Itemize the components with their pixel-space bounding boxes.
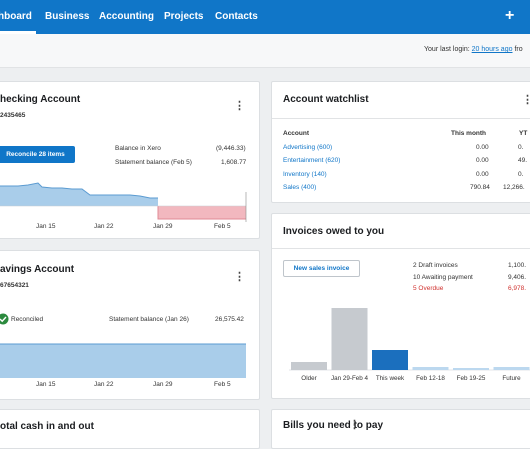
top-navigation: hboard Business Accounting Projects Cont…: [0, 0, 530, 34]
watchlist-col-account: Account: [283, 130, 309, 137]
awaiting-payment-label[interactable]: 10 Awaiting payment: [413, 274, 473, 281]
checking-positive-line: [0, 182, 158, 199]
watchlist-ytd-value: 0.: [518, 144, 524, 151]
draft-invoices-label[interactable]: 2 Draft invoices: [413, 262, 458, 269]
savings-account-number: 67654321: [0, 282, 29, 289]
watchlist-title[interactable]: Account watchlist: [283, 94, 369, 105]
watchlist-menu-icon[interactable]: ⋮: [522, 94, 530, 106]
savings-x-label: Jan 22: [94, 381, 114, 388]
bills-title[interactable]: Bills you need to pay: [283, 420, 384, 431]
watchlist-month-value: 0.00: [476, 171, 489, 178]
sub-header: [0, 34, 530, 68]
watchlist-account-link[interactable]: Sales (400): [283, 184, 317, 191]
checking-x-label: Jan 15: [36, 223, 56, 230]
watchlist-divider: [272, 118, 530, 119]
last-login-link[interactable]: 20 hours ago: [471, 46, 513, 53]
balance-in-xero-value: (9,446.33): [216, 145, 246, 152]
savings-x-label: Jan 29: [153, 381, 173, 388]
checking-negative-line: [157, 206, 246, 220]
watchlist-ytd-value: 49.: [518, 157, 528, 164]
watchlist-month-value: 0.00: [476, 157, 489, 164]
savings-statement-label: Statement balance (Jan 26): [109, 316, 189, 323]
checking-account-title[interactable]: hecking Account: [0, 94, 81, 105]
new-sales-invoice-button[interactable]: New sales invoice: [283, 260, 360, 277]
nav-accounting[interactable]: Accounting: [99, 11, 154, 22]
checking-menu-icon[interactable]: ⋮: [234, 100, 245, 112]
invoices-bar[interactable]: [372, 350, 408, 370]
bills-menu-icon[interactable]: ⋮: [349, 419, 360, 431]
invoices-bar[interactable]: [493, 367, 530, 370]
invoices-title[interactable]: Invoices owed to you: [283, 226, 385, 237]
nav-business[interactable]: Business: [45, 11, 90, 22]
reconcile-button[interactable]: Reconcile 28 items: [0, 146, 75, 163]
reconciled-label: Reconciled: [11, 316, 44, 323]
watchlist-col-ytd: YT: [519, 130, 528, 137]
total-cash-title[interactable]: otal cash in and out: [0, 421, 94, 432]
invoices-divider: [272, 248, 530, 249]
balance-in-xero-label: Balance in Xero: [115, 145, 161, 152]
invoices-x-label: Feb 12-18: [416, 375, 445, 382]
invoices-bar[interactable]: [331, 308, 368, 370]
checking-negative-area: [158, 206, 246, 219]
nav-active-indicator: [0, 31, 36, 34]
invoices-x-label: Jan 29-Feb 4: [331, 375, 369, 382]
invoices-bar[interactable]: [453, 368, 489, 370]
nav-projects[interactable]: Projects: [164, 11, 204, 22]
account-watchlist-card: [271, 81, 530, 203]
watchlist-account-link[interactable]: Entertainment (620): [283, 157, 341, 164]
overdue-value: 6,978.: [508, 285, 527, 292]
invoices-x-label: Future: [502, 375, 521, 382]
last-login-label: Your last login:: [424, 46, 470, 53]
watchlist-ytd-value: 0.: [518, 171, 524, 178]
last-login-suffix: fro: [514, 46, 523, 53]
invoices-x-label: Older: [301, 375, 316, 382]
invoices-bar[interactable]: [412, 367, 449, 370]
checking-x-label: Feb 5: [214, 223, 231, 230]
savings-balance-area: [0, 344, 246, 378]
watchlist-month-value: 790.84: [470, 184, 490, 191]
overdue-label[interactable]: 5 Overdue: [413, 285, 444, 292]
checking-x-label: Jan 29: [153, 223, 173, 230]
invoices-x-label: This week: [376, 375, 405, 382]
watchlist-month-value: 0.00: [476, 144, 489, 151]
watchlist-account-link[interactable]: Advertising (600): [283, 144, 333, 151]
savings-account-title[interactable]: avings Account: [0, 264, 75, 275]
invoices-bar[interactable]: [291, 362, 327, 370]
watchlist-account-link[interactable]: Inventory (140): [283, 171, 327, 178]
watchlist-col-month: This month: [451, 130, 487, 137]
reconciled-check-icon: [0, 313, 9, 325]
checking-balance-chart: [0, 182, 247, 222]
add-icon[interactable]: +: [505, 7, 515, 24]
last-login: Your last login: 20 hours ago fro: [424, 46, 523, 53]
invoices-x-label: Feb 19-25: [457, 375, 486, 382]
statement-balance-label: Statement balance (Feb 5): [115, 159, 192, 166]
savings-statement-value: 26,575.42: [215, 316, 244, 323]
savings-x-label: Jan 15: [36, 381, 56, 388]
nav-contacts[interactable]: Contacts: [215, 11, 258, 22]
watchlist-ytd-value: 12,266.: [503, 184, 525, 191]
checking-positive-area: [0, 183, 158, 206]
checking-x-label: Jan 22: [94, 223, 114, 230]
savings-x-label: Feb 5: [214, 381, 231, 388]
checking-account-number: 2435465: [0, 112, 26, 119]
invoices-bar-chart: Older Jan 29-Feb 4 This week Feb 12-18 Feb 1…: [289, 308, 530, 382]
statement-balance-value: 1,608.77: [221, 159, 247, 166]
awaiting-payment-value: 9,406.: [508, 274, 527, 281]
savings-balance-chart: [0, 343, 246, 378]
draft-invoices-value: 1,100.: [508, 262, 527, 269]
nav-dashboard[interactable]: hboard: [0, 11, 32, 22]
savings-menu-icon[interactable]: ⋮: [234, 271, 245, 283]
